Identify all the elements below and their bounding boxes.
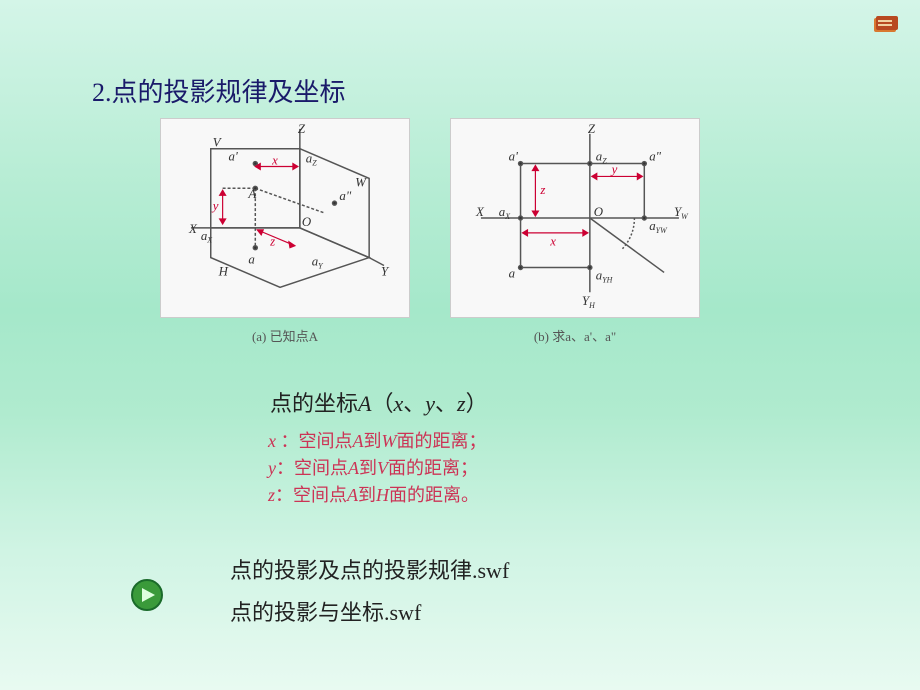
dim-z-b: z: [539, 183, 545, 197]
diagram-b-wrap: Z X YW YH O a' a" a aX aZ aYH aYW x y z …: [450, 118, 700, 358]
coord-A: A: [358, 391, 371, 416]
dim-x-b: x: [549, 235, 556, 249]
section-title: 2.点的投影规律及坐标: [92, 72, 346, 109]
diagram-a-caption: (a) 已知点A: [252, 326, 318, 345]
dz-A: A: [347, 485, 358, 505]
label-X: X: [188, 222, 198, 236]
dz-text: ：空间点: [275, 485, 347, 505]
label-Xb: X: [475, 205, 485, 219]
dx-var: x: [268, 431, 276, 451]
file-links: 点的投影及点的投影规律.swf 点的投影与坐标.swf: [230, 550, 509, 634]
dx-A: A: [353, 431, 364, 451]
dx-to: 到: [364, 431, 382, 451]
distance-x: x ：空间点A到W面的距离；: [268, 428, 487, 455]
coord-y: y: [425, 391, 435, 416]
link-swf-1[interactable]: 点的投影及点的投影规律.swf: [230, 550, 509, 592]
distance-definitions: x ：空间点A到W面的距离； y：空间点A到V面的距离； z：空间点A到H面的距…: [268, 428, 487, 509]
link-swf-2[interactable]: 点的投影与坐标.swf: [230, 592, 509, 634]
diagram-row: V W H Z X Y O A a' a" a aX aZ aY x y z (…: [160, 118, 720, 358]
dy-to: 到: [359, 458, 377, 478]
dim-z-a: z: [269, 235, 275, 249]
label-a1: a': [229, 150, 238, 164]
dz-plane: H: [376, 485, 389, 505]
coord-open: （: [371, 391, 393, 416]
dim-x-a: x: [271, 154, 278, 168]
dim-y-b: y: [610, 162, 618, 176]
label-ab: a: [509, 266, 515, 280]
coord-sep2: 、: [435, 391, 457, 416]
coord-close: ）: [466, 391, 488, 416]
label-Z: Z: [298, 122, 306, 136]
diagram-b: Z X YW YH O a' a" a aX aZ aYH aYW x y z: [450, 118, 700, 318]
dy-plane: V: [377, 458, 388, 478]
diagram-b-caption: (b) 求a、a'、a": [534, 326, 616, 345]
books-icon: [870, 12, 902, 40]
label-Ob: O: [594, 205, 603, 219]
dy-suffix: 面的距离；: [388, 458, 478, 478]
label-A: A: [247, 187, 256, 201]
dx-plane: W: [382, 431, 397, 451]
distance-z: z：空间点A到H面的距离。: [268, 482, 487, 509]
dy-text: ：空间点: [276, 458, 348, 478]
coordinate-title: 点的坐标A（x、y、z）: [270, 386, 488, 418]
dz-to: 到: [358, 485, 376, 505]
label-a2: a": [339, 189, 351, 203]
coord-z: z: [457, 391, 466, 416]
diagram-a-wrap: V W H Z X Y O A a' a" a aX aZ aY x y z (…: [160, 118, 410, 358]
diagram-a: V W H Z X Y O A a' a" a aX aZ aY x y z: [160, 118, 410, 318]
dy-var: y: [268, 458, 276, 478]
coord-sep1: 、: [403, 391, 425, 416]
dz-var: z: [268, 485, 275, 505]
distance-y: y：空间点A到V面的距离；: [268, 455, 487, 482]
play-button[interactable]: [130, 578, 164, 612]
coord-x: x: [393, 391, 403, 416]
label-O: O: [302, 215, 311, 229]
label-a2b: a": [649, 150, 661, 164]
label-a: a: [248, 253, 254, 267]
dx-text: ：空间点: [276, 431, 353, 451]
label-W: W: [355, 175, 367, 189]
label-H: H: [218, 264, 229, 278]
dy-A: A: [348, 458, 359, 478]
coord-pre: 点的坐标: [270, 391, 358, 416]
dim-y-a: y: [211, 199, 219, 213]
dx-suffix: 面的距离；: [397, 431, 487, 451]
dz-suffix: 面的距离。: [389, 485, 479, 505]
label-a1b: a': [509, 150, 518, 164]
label-Zb: Z: [588, 122, 596, 136]
